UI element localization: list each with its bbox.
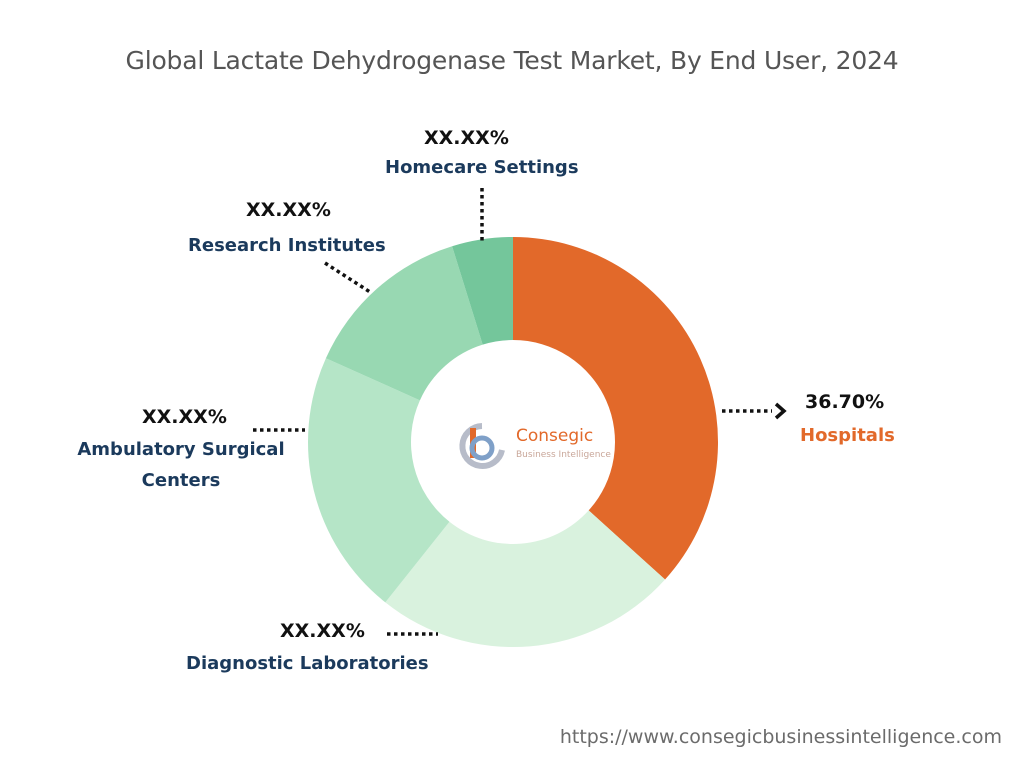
value-label-ambulatory-surgical-centers: XX.XX% xyxy=(142,406,227,428)
chart-title: Global Lactate Dehydrogenase Test Market… xyxy=(125,46,899,75)
category-label-diagnostic-laboratories: Diagnostic Laboratories xyxy=(186,653,429,674)
leader-research-institutes xyxy=(324,261,371,294)
logo-name: Consegic xyxy=(516,426,594,446)
category-label-research-institutes: Research Institutes xyxy=(188,235,386,256)
value-label-research-institutes: XX.XX% xyxy=(246,199,331,221)
watermark-logo: Consegic Business Intelligence xyxy=(452,418,622,474)
category-label-ambulatory-surgical-centers: Ambulatory Surgical Centers xyxy=(77,439,285,491)
logo-tagline: Business Intelligence xyxy=(516,450,611,460)
consegic-logo-icon xyxy=(459,423,505,469)
slice-research-institutes xyxy=(325,246,483,401)
leader-lines xyxy=(253,188,787,636)
value-label-diagnostic-laboratories: XX.XX% xyxy=(280,620,365,642)
slice-ambulatory-surgical-centers xyxy=(307,358,450,603)
source-url: https://www.consegicbusinessintelligence… xyxy=(559,726,1002,748)
leader-arrowhead-hospitals xyxy=(774,402,787,420)
value-label-hospitals: 36.70% xyxy=(805,391,885,413)
value-label-homecare-settings: XX.XX% xyxy=(424,127,509,149)
slice-diagnostic-laboratories xyxy=(385,510,666,648)
category-label-hospitals: Hospitals xyxy=(800,425,895,446)
slice-hospitals xyxy=(513,237,719,580)
slice-homecare-settings xyxy=(452,237,513,345)
category-label-homecare-settings: Homecare Settings xyxy=(385,157,579,178)
donut-slices xyxy=(307,237,719,648)
